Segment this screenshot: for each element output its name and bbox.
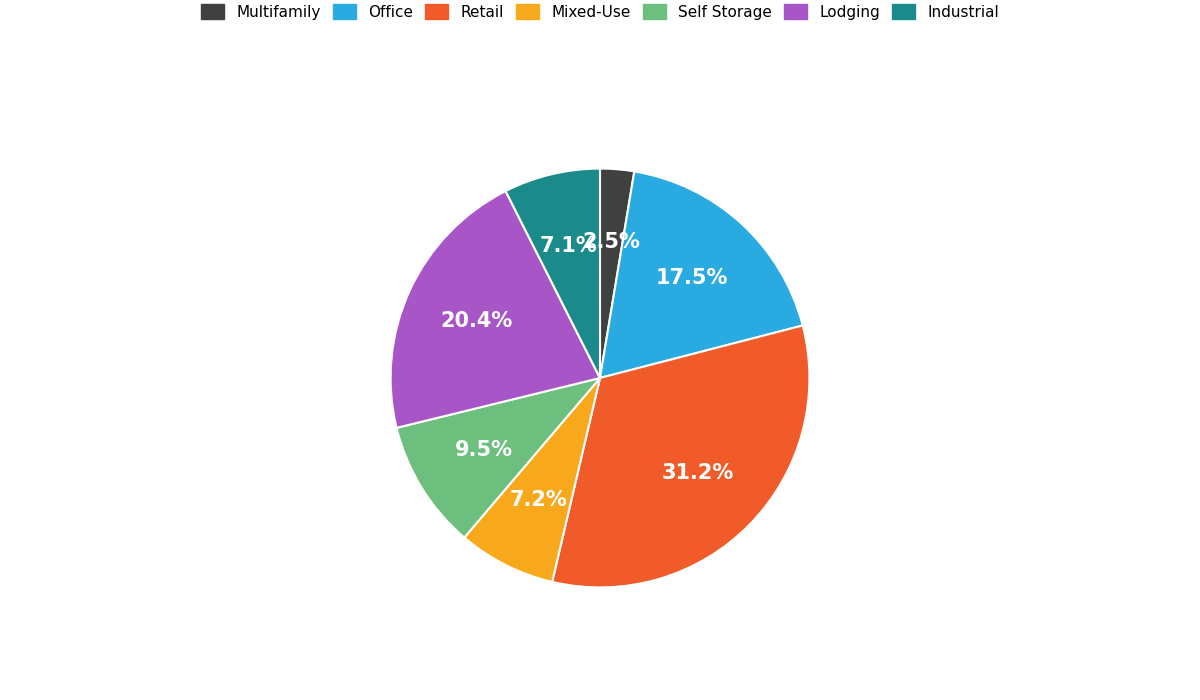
- Wedge shape: [600, 172, 803, 378]
- Text: 31.2%: 31.2%: [661, 463, 733, 483]
- Wedge shape: [600, 169, 635, 378]
- Wedge shape: [505, 169, 600, 378]
- Text: 17.5%: 17.5%: [655, 267, 728, 288]
- Text: 20.4%: 20.4%: [440, 311, 512, 331]
- Text: 7.1%: 7.1%: [540, 236, 598, 256]
- Legend: Multifamily, Office, Retail, Mixed-Use, Self Storage, Lodging, Industrial: Multifamily, Office, Retail, Mixed-Use, …: [194, 0, 1006, 26]
- Text: 9.5%: 9.5%: [455, 440, 514, 459]
- Wedge shape: [390, 191, 600, 428]
- Wedge shape: [464, 378, 600, 582]
- Text: 7.2%: 7.2%: [510, 489, 568, 510]
- Wedge shape: [396, 378, 600, 538]
- Text: 2.5%: 2.5%: [582, 232, 640, 252]
- Wedge shape: [552, 326, 810, 587]
